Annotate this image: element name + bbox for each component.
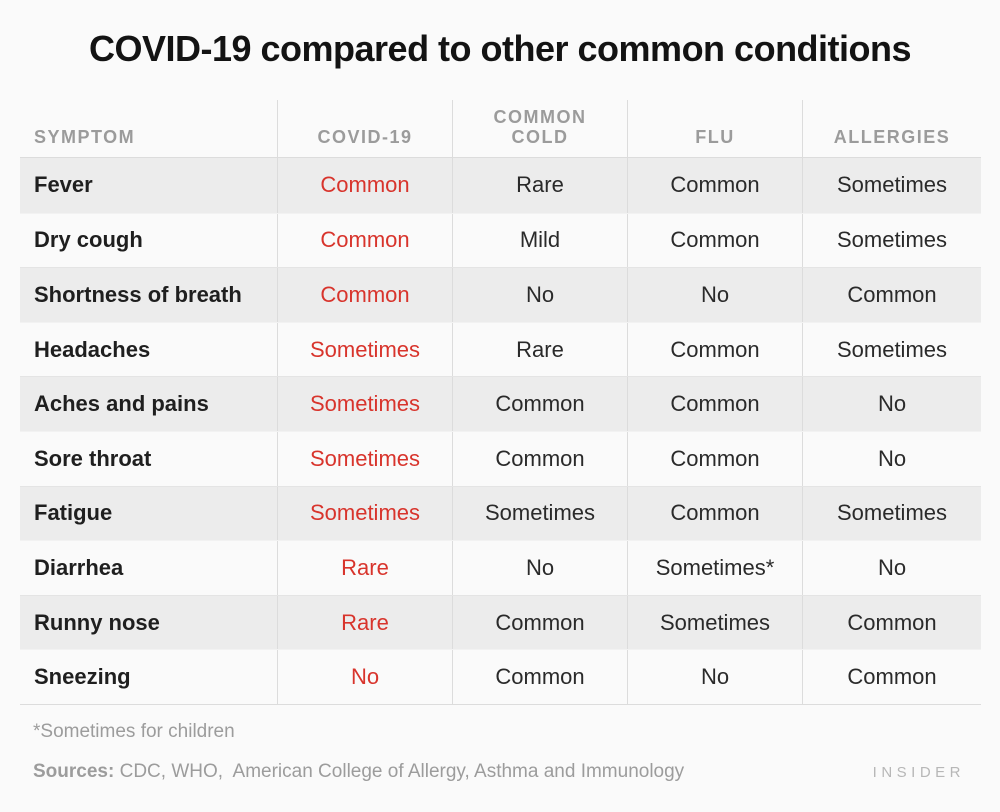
- symptom-cell: Runny nose: [20, 595, 278, 650]
- comparison-table: SYMPTOM COVID-19 COMMON COLD FLU ALLERGI…: [20, 100, 981, 705]
- symptom-cell: Diarrhea: [20, 541, 278, 595]
- symptom-cell: Aches and pains: [20, 377, 278, 431]
- column-header-label: COMMON COLD: [493, 106, 587, 148]
- common-cold-cell: Common: [453, 431, 628, 486]
- table-row-headaches: Headaches Sometimes Rare Common Sometime…: [20, 322, 981, 377]
- table-row-diarrhea: Diarrhea Rare No Sometimes* No: [20, 540, 981, 595]
- sources-text: CDC, WHO, American College of Allergy, A…: [114, 761, 685, 782]
- allergies-cell: Sometimes: [836, 500, 948, 526]
- allergies-cell: Sometimes: [836, 336, 948, 362]
- symptom-cell: Headaches: [20, 322, 278, 377]
- symptom-cell: Sore throat: [20, 431, 278, 486]
- allergies-cell: No: [877, 445, 907, 471]
- common-cold-cell: No: [453, 268, 628, 322]
- covid19-cell: Sometimes: [278, 322, 453, 377]
- table-row-runny-nose: Runny nose Rare Common Sometimes Common: [20, 594, 981, 650]
- footer-row: Sources: CDC, WHO, American College of A…: [33, 761, 965, 783]
- allergies-cell: Sometimes: [836, 227, 948, 253]
- allergies-cell: Common: [847, 281, 937, 307]
- table-row-aches-and-pains: Aches and pains Sometimes Common Common …: [20, 376, 981, 431]
- symptom-cell: Fever: [20, 158, 278, 213]
- column-header-common-cold: COMMON COLD: [453, 100, 628, 157]
- table-row-fatigue: Fatigue Sometimes Sometimes Common Somet…: [20, 485, 981, 541]
- flu-cell: Common: [628, 158, 803, 213]
- table-body: Fever Common Rare Common Sometimes Dry c…: [20, 158, 981, 705]
- page-title: COVID-19 compared to other common condit…: [88, 28, 912, 69]
- covid19-cell: Sometimes: [278, 431, 453, 486]
- flu-cell: Sometimes*: [628, 541, 803, 595]
- covid19-cell: Sometimes: [278, 377, 453, 431]
- allergies-cell: Common: [847, 664, 937, 690]
- common-cold-cell: Rare: [453, 322, 628, 377]
- column-header-symptom: SYMPTOM: [20, 100, 278, 157]
- common-cold-cell: No: [453, 541, 628, 595]
- common-cold-cell: Common: [453, 650, 628, 704]
- column-header-flu: FLU: [628, 100, 803, 157]
- flu-cell: No: [628, 650, 803, 704]
- covid19-cell: No: [278, 650, 453, 704]
- column-header-label: FLU: [695, 127, 735, 148]
- flu-cell: Common: [628, 486, 803, 541]
- table-header-row: SYMPTOM COVID-19 COMMON COLD FLU ALLERGI…: [20, 100, 981, 158]
- table-row-sore-throat: Sore throat Sometimes Common Common No: [20, 431, 981, 486]
- covid19-cell: Common: [278, 158, 453, 213]
- common-cold-cell: Common: [453, 595, 628, 650]
- insider-logo: INSIDER: [872, 763, 965, 781]
- common-cold-cell: Mild: [453, 213, 628, 268]
- symptom-cell: Fatigue: [20, 486, 278, 541]
- table-row-fever: Fever Common Rare Common Sometimes: [20, 158, 981, 213]
- common-cold-cell: Sometimes: [453, 486, 628, 541]
- covid19-cell: Rare: [278, 595, 453, 650]
- flu-cell: Common: [628, 213, 803, 268]
- column-header-label: SYMPTOM: [34, 127, 136, 148]
- symptom-cell: Shortness of breath: [20, 268, 278, 322]
- flu-cell: Sometimes: [628, 595, 803, 650]
- flu-cell: Common: [628, 431, 803, 486]
- sources-line: Sources: CDC, WHO, American College of A…: [33, 761, 684, 783]
- symptom-cell: Dry cough: [20, 213, 278, 268]
- column-header-allergies: ALLERGIES: [803, 100, 981, 157]
- footnote: *Sometimes for children: [33, 721, 235, 742]
- column-header-label: COVID-19: [317, 127, 413, 148]
- flu-cell: Common: [628, 322, 803, 377]
- covid19-cell: Common: [278, 213, 453, 268]
- covid19-cell: Common: [278, 268, 453, 322]
- column-header-covid19: COVID-19: [278, 100, 453, 157]
- covid19-cell: Rare: [278, 541, 453, 595]
- allergies-cell: Common: [847, 609, 937, 635]
- flu-cell: Common: [628, 377, 803, 431]
- column-header-label: ALLERGIES: [833, 127, 951, 148]
- common-cold-cell: Common: [453, 377, 628, 431]
- table-row-dry-cough: Dry cough Common Mild Common Sometimes: [20, 213, 981, 268]
- table-row-shortness-of-breath: Shortness of breath Common No No Common: [20, 267, 981, 322]
- allergies-cell: Sometimes: [836, 172, 948, 198]
- allergies-cell: No: [877, 554, 907, 580]
- common-cold-cell: Rare: [453, 158, 628, 213]
- sources-label: Sources:: [33, 761, 115, 782]
- covid19-cell: Sometimes: [278, 486, 453, 541]
- flu-cell: No: [628, 268, 803, 322]
- table-row-sneezing: Sneezing No Common No Common: [20, 649, 981, 704]
- symptom-cell: Sneezing: [20, 650, 278, 704]
- allergies-cell: No: [877, 391, 907, 417]
